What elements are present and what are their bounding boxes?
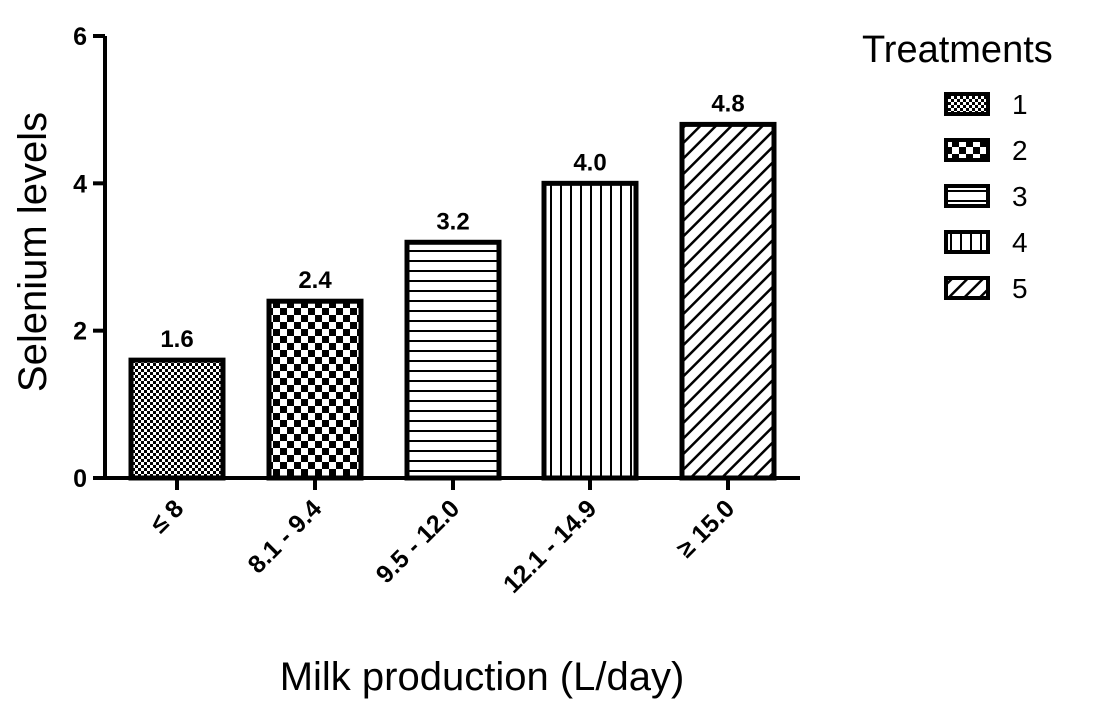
legend-swatch-4 — [944, 230, 990, 254]
bar-1 — [128, 357, 226, 481]
legend-label-5: 5 — [1012, 273, 1028, 304]
legend-swatch-2 — [944, 138, 990, 162]
legend-label-2: 2 — [1012, 135, 1028, 166]
x-tick-label-5: ≥ 15.0 — [671, 494, 740, 563]
bar-5 — [679, 121, 777, 481]
data-label-3: 3.2 — [436, 208, 469, 235]
bar-2 — [266, 298, 364, 481]
legend-label-4: 4 — [1012, 227, 1028, 258]
x-tick-label-1: ≤ 8 — [145, 494, 189, 538]
legend-swatch-1 — [944, 92, 990, 116]
legend-label-3: 3 — [1012, 181, 1028, 212]
bar-4 — [541, 180, 639, 481]
x-axis-title: Milk production (L/day) — [280, 655, 685, 699]
data-label-5: 4.8 — [711, 90, 744, 117]
y-tick-label-0: 0 — [73, 465, 87, 493]
legend: Treatments 1 2 3 4 5 — [862, 29, 1053, 304]
data-label-2: 2.4 — [298, 267, 332, 294]
bar-3 — [404, 239, 502, 481]
y-axis-title: Selenium levels — [11, 112, 55, 392]
x-tick-label-4: 12.1 - 14.9 — [498, 494, 602, 598]
y-tick-label-4: 4 — [73, 170, 87, 198]
legend-swatch-3 — [944, 184, 990, 208]
legend-swatch-5 — [944, 276, 990, 300]
y-tick-label-2: 2 — [73, 318, 87, 346]
data-label-4: 4.0 — [573, 149, 606, 176]
y-tick-label-6: 6 — [73, 23, 87, 51]
legend-title: Treatments — [862, 29, 1053, 71]
plot-area: 1.6 2.4 3.2 4.0 4.8 0 2 4 6 ≤ 8 8.1 - 9.4 9.5 - 12.… — [73, 23, 800, 599]
legend-label-1: 1 — [1012, 89, 1028, 120]
x-tick-label-2: 8.1 - 9.4 — [243, 494, 328, 579]
x-tick-label-3: 9.5 - 12.0 — [371, 494, 465, 588]
data-label-1: 1.6 — [160, 326, 193, 353]
